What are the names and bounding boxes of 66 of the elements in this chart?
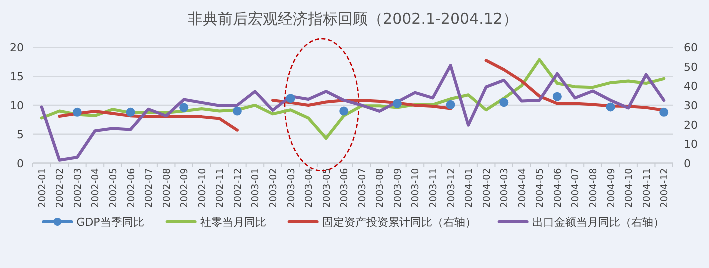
x-tick-label: 2003-08 (375, 168, 386, 208)
y-tick-label: 0 (17, 157, 24, 170)
y2-tick-label: 40 (684, 80, 698, 94)
x-tick-label: 2004-10 (624, 168, 636, 208)
point (340, 106, 349, 116)
x-tick-label: 2004-02 (482, 168, 493, 208)
y-tick-label: 20 (10, 42, 24, 55)
x-tick-label: 2004-01 (464, 168, 476, 208)
y2-tick-label: 10 (684, 138, 698, 152)
x-tick-label: 2003-12 (446, 168, 458, 208)
x-tick-label: 2002-08 (162, 168, 173, 208)
x-tick-label: 2002-04 (90, 168, 102, 208)
x-tick-label: 2003-11 (428, 168, 440, 208)
y2-tick-label: 50 (684, 60, 698, 74)
y2-tick-label: 30 (684, 100, 698, 112)
point (126, 108, 136, 117)
y-tick-label: 5 (17, 128, 24, 142)
point (446, 100, 456, 110)
line-series (40, 64, 666, 162)
point (500, 98, 509, 108)
y2-tick-label: 20 (684, 118, 698, 132)
x-tick-label: 2003-05 (322, 168, 333, 208)
point (606, 102, 616, 112)
legend-label: 固定资产投资累计同比（右轴） (322, 216, 476, 229)
point (392, 99, 402, 108)
x-tick-label: 2002-07 (144, 168, 156, 208)
y-tick-label: 10 (10, 100, 24, 112)
legend-label: 出口金额当月同比（右轴） (532, 216, 664, 229)
point (552, 92, 562, 102)
x-tick-label: 2002-03 (72, 168, 84, 208)
x-tick-label: 2002-05 (108, 168, 120, 208)
point (72, 108, 82, 117)
x-tick-label: 2004-04 (517, 168, 528, 208)
x-tick-label: 2004-11 (642, 168, 653, 208)
point (286, 94, 296, 104)
legend-label: 社零当月同比 (200, 216, 266, 229)
x-tick-label: 2003-06 (340, 168, 351, 208)
x-tick-label: 2003-07 (357, 168, 368, 208)
x-tick-label: 2004-09 (606, 168, 618, 208)
y2-tick-label: 60 (684, 42, 698, 55)
x-tick-label: 2002-12 (232, 168, 244, 208)
legend-label: GDP当季同比 (76, 216, 144, 229)
x-tick-label: 2003-04 (304, 168, 316, 208)
x-tick-label: 2004-05 (535, 168, 546, 208)
x-tick-label: 2002-09 (180, 168, 191, 208)
x-tick-label: 2004-08 (588, 168, 600, 208)
x-tick-label: 2004-07 (570, 168, 582, 208)
x-tick-label: 2002-11 (215, 168, 226, 208)
y2-tick-label: 0 (684, 157, 691, 170)
x-tick-label: 2004-03 (500, 168, 511, 208)
x-tick-label: 2004-06 (552, 168, 564, 208)
point (660, 108, 669, 117)
x-tick-label: 2003-03 (286, 168, 298, 208)
x-tick-label: 2002-10 (197, 168, 208, 208)
x-tick-label: 2002-02 (55, 168, 66, 208)
x-tick-label: 2002-01 (37, 168, 48, 208)
point (180, 103, 189, 112)
x-tick-label: 2003-10 (410, 168, 422, 208)
x-tick-label: 2003-09 (392, 168, 404, 208)
point (232, 106, 242, 116)
x-tick-label: 2003-02 (268, 168, 280, 208)
y-tick-label: 15 (10, 70, 24, 84)
x-tick-label: 2003-01 (250, 168, 262, 208)
chart-title: 非典前后宏观经济指标回顾（2002.1-2004.12） (188, 10, 518, 28)
x-tick-label: 2004-12 (660, 168, 671, 208)
x-tick-label: 2002-06 (126, 168, 138, 208)
